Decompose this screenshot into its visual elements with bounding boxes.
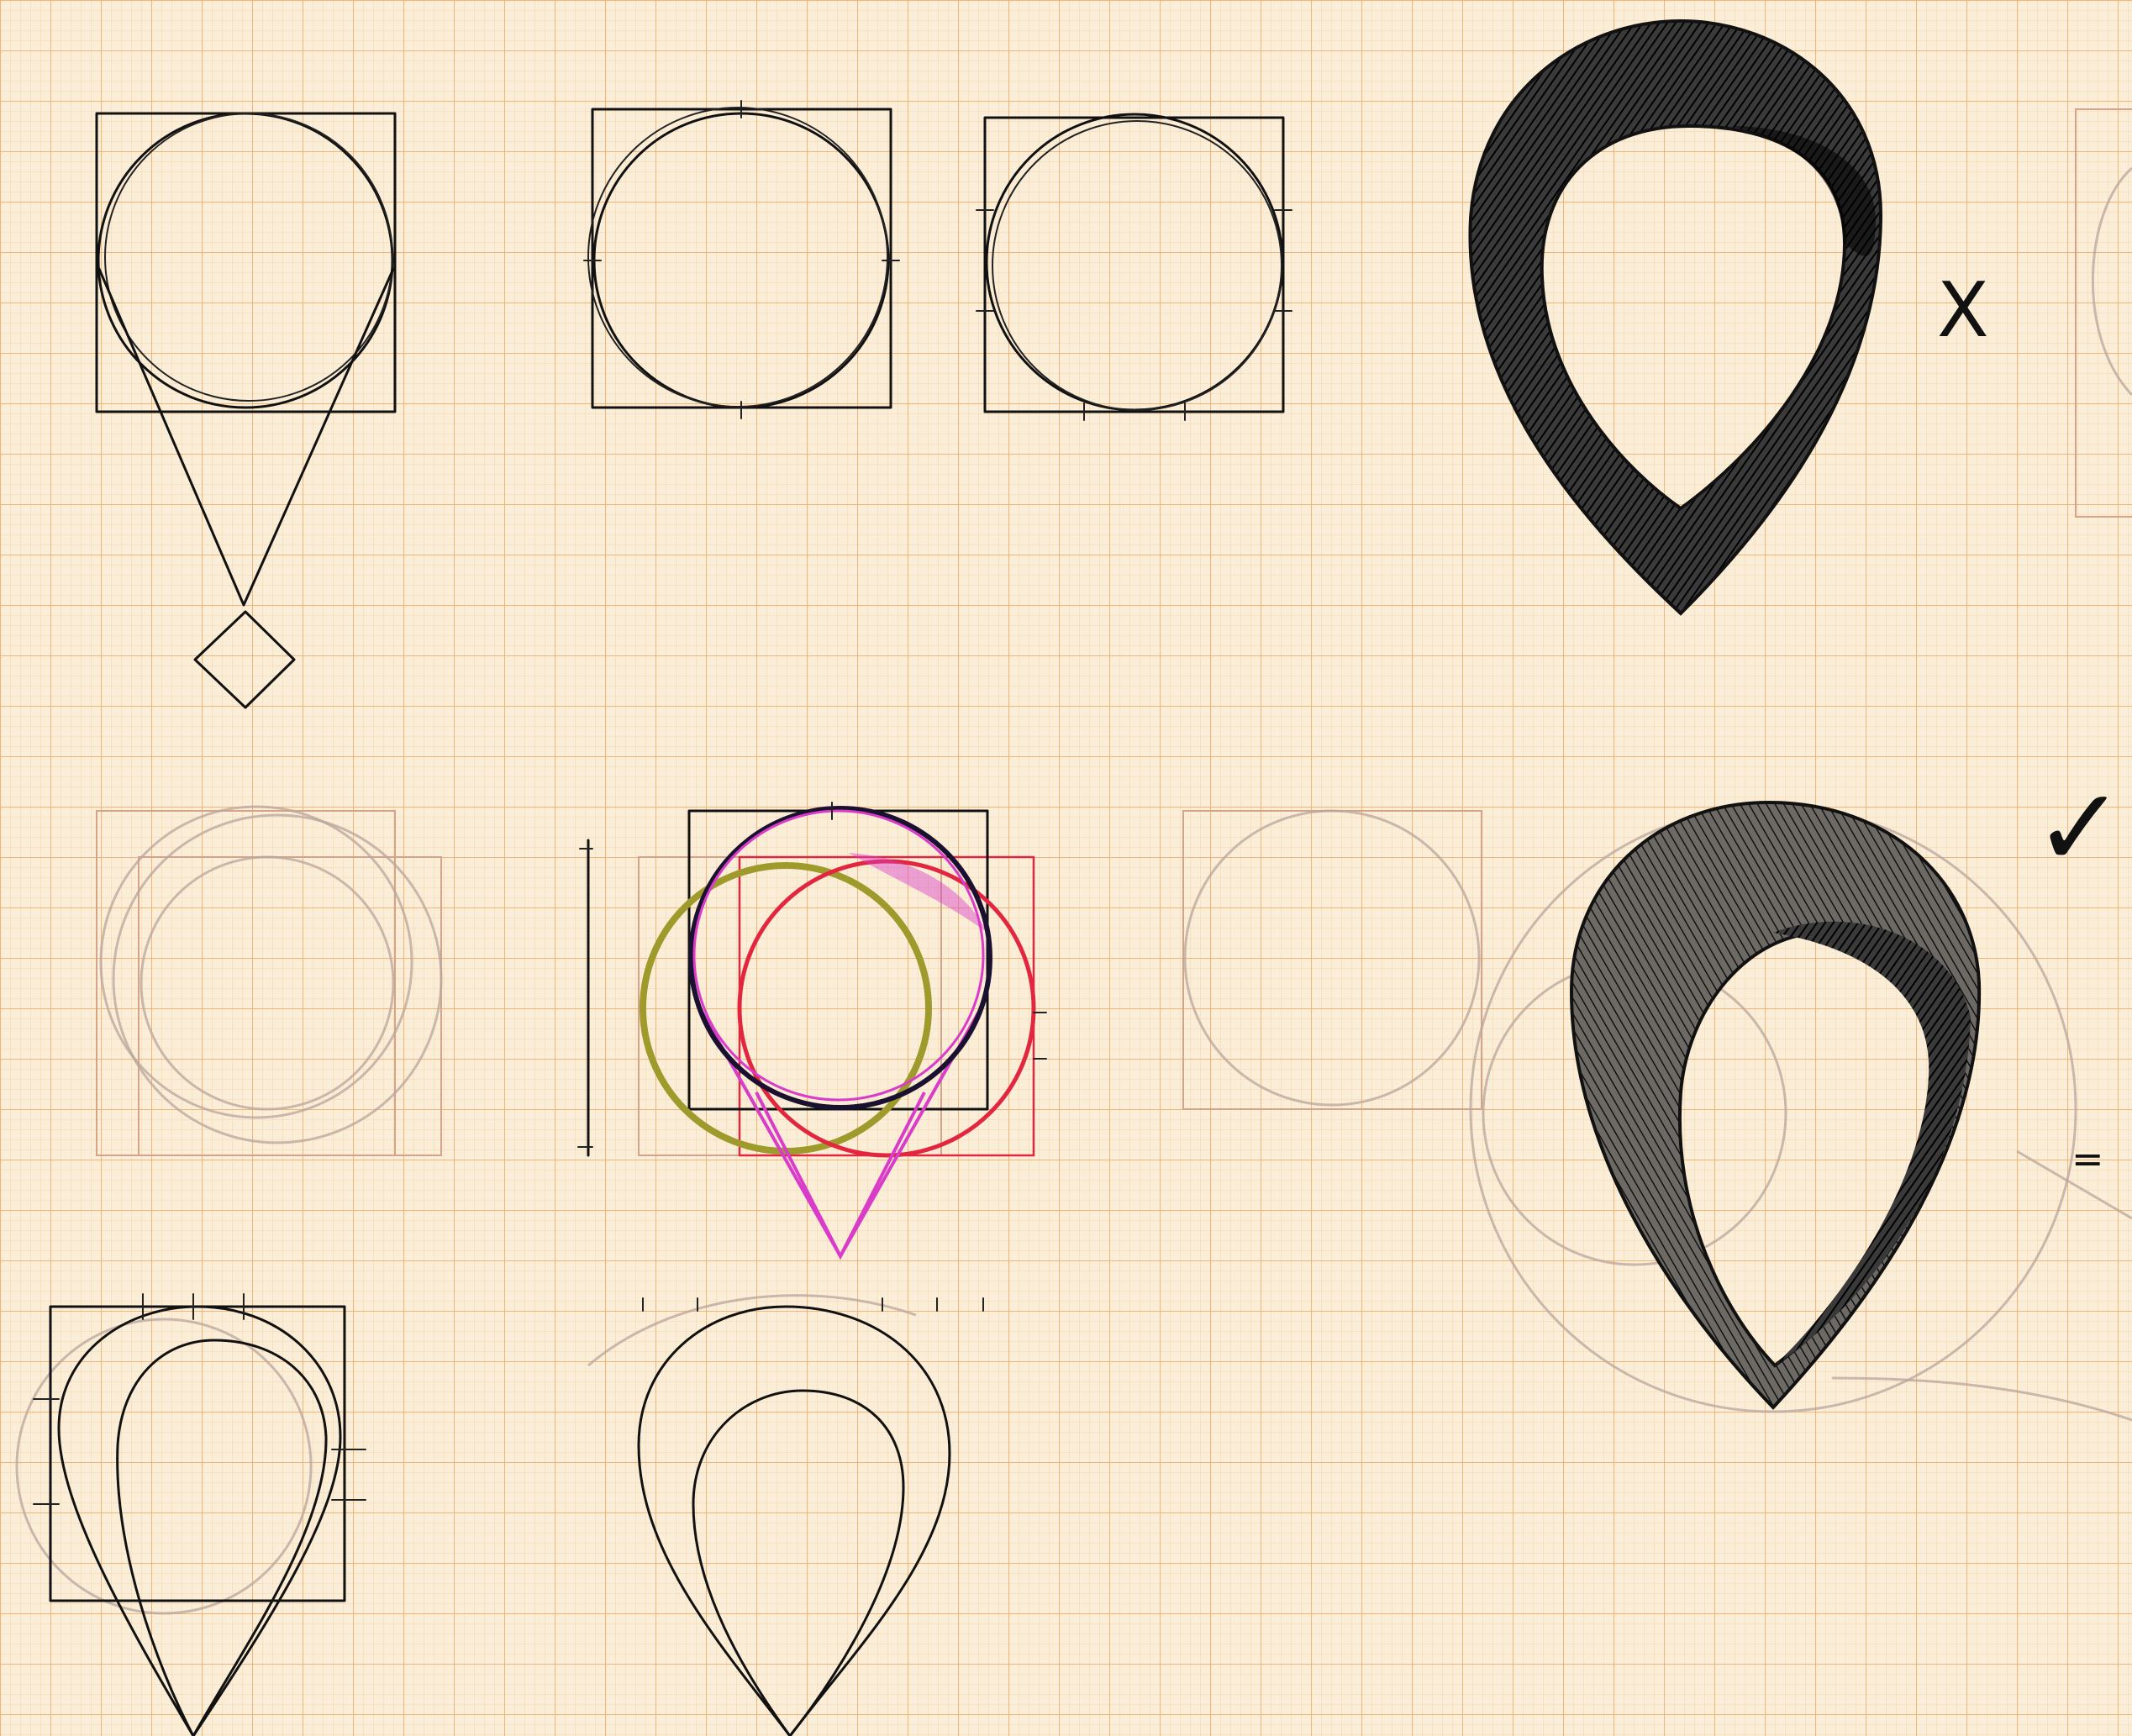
faded-pencil-circles — [96, 805, 443, 1156]
faded-pencil-circle-square — [1182, 809, 1482, 1110]
shaded-pin-rejected — [1468, 18, 1883, 616]
approve-mark: ✓ — [2034, 764, 2125, 892]
sketch-pin-construction — [95, 112, 397, 709]
colored-marker-construction — [577, 802, 1047, 1260]
sketch-circle-in-square-1 — [583, 100, 900, 419]
reject-mark: X — [1937, 266, 1989, 355]
shaded-pin-approved — [1469, 800, 2132, 1422]
sketch-nested-pin — [587, 1294, 984, 1736]
partial-sketch-right-edge — [2075, 108, 2132, 518]
equals-mark: = — [2071, 1136, 2104, 1181]
sketch-circle-in-square-2 — [976, 113, 1292, 421]
sketch-nested-pin-with-box — [15, 1293, 366, 1736]
